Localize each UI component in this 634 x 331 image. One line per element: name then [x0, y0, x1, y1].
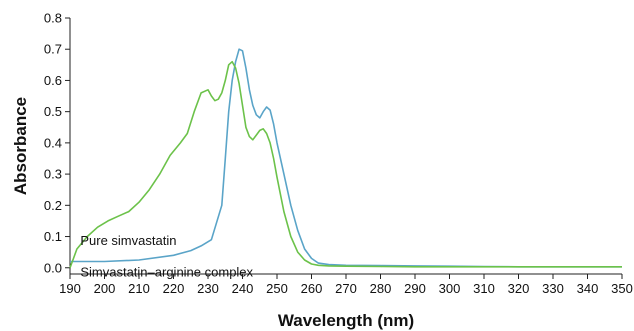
x-tick-label: 270	[335, 281, 357, 296]
y-tick-label: 0.5	[44, 104, 62, 119]
x-tick-label: 200	[94, 281, 116, 296]
x-tick-label: 250	[266, 281, 288, 296]
x-tick-label: 190	[59, 281, 81, 296]
ticks: 0.0 0.1 0.2 0.3 0.4 0.5 0.6 0.7 0.8 190 200 210 220 2…	[44, 11, 633, 297]
y-tick-label: 0.3	[44, 167, 62, 182]
y-axis-title: Absorbance	[11, 97, 30, 195]
x-tick-label: 240	[232, 281, 254, 296]
x-tick-label: 260	[301, 281, 323, 296]
y-tick-label: 0.4	[44, 135, 62, 150]
x-tick-label: 290	[404, 281, 426, 296]
x-tick-label: 280	[370, 281, 392, 296]
x-tick-label: 340	[577, 281, 599, 296]
series-line-1	[70, 48, 622, 268]
annotation-label: Simvastatin–arginine complex	[80, 264, 253, 279]
x-tick-label: 300	[439, 281, 461, 296]
y-tick-label: 0.2	[44, 198, 62, 213]
x-tick-label: 350	[611, 281, 633, 296]
x-tick-label: 230	[197, 281, 219, 296]
series-line-2	[69, 60, 622, 269]
y-tick-label: 0.1	[44, 229, 62, 244]
x-axis-title: Wavelength (nm)	[278, 311, 414, 330]
x-tick-label: 330	[542, 281, 564, 296]
x-tick-label: 310	[473, 281, 495, 296]
y-tick-label: 0.0	[44, 260, 62, 275]
x-tick-label: 220	[163, 281, 185, 296]
x-tick-label: 320	[508, 281, 530, 296]
y-tick-label: 0.6	[44, 73, 62, 88]
y-tick-label: 0.7	[44, 42, 62, 57]
y-tick-label: 0.8	[44, 11, 62, 26]
series-group	[69, 48, 622, 269]
annotations: Pure simvastatin Simvastatin–arginine com…	[80, 233, 253, 279]
x-tick-label: 210	[128, 281, 150, 296]
annotation-label: Pure simvastatin	[80, 233, 176, 248]
